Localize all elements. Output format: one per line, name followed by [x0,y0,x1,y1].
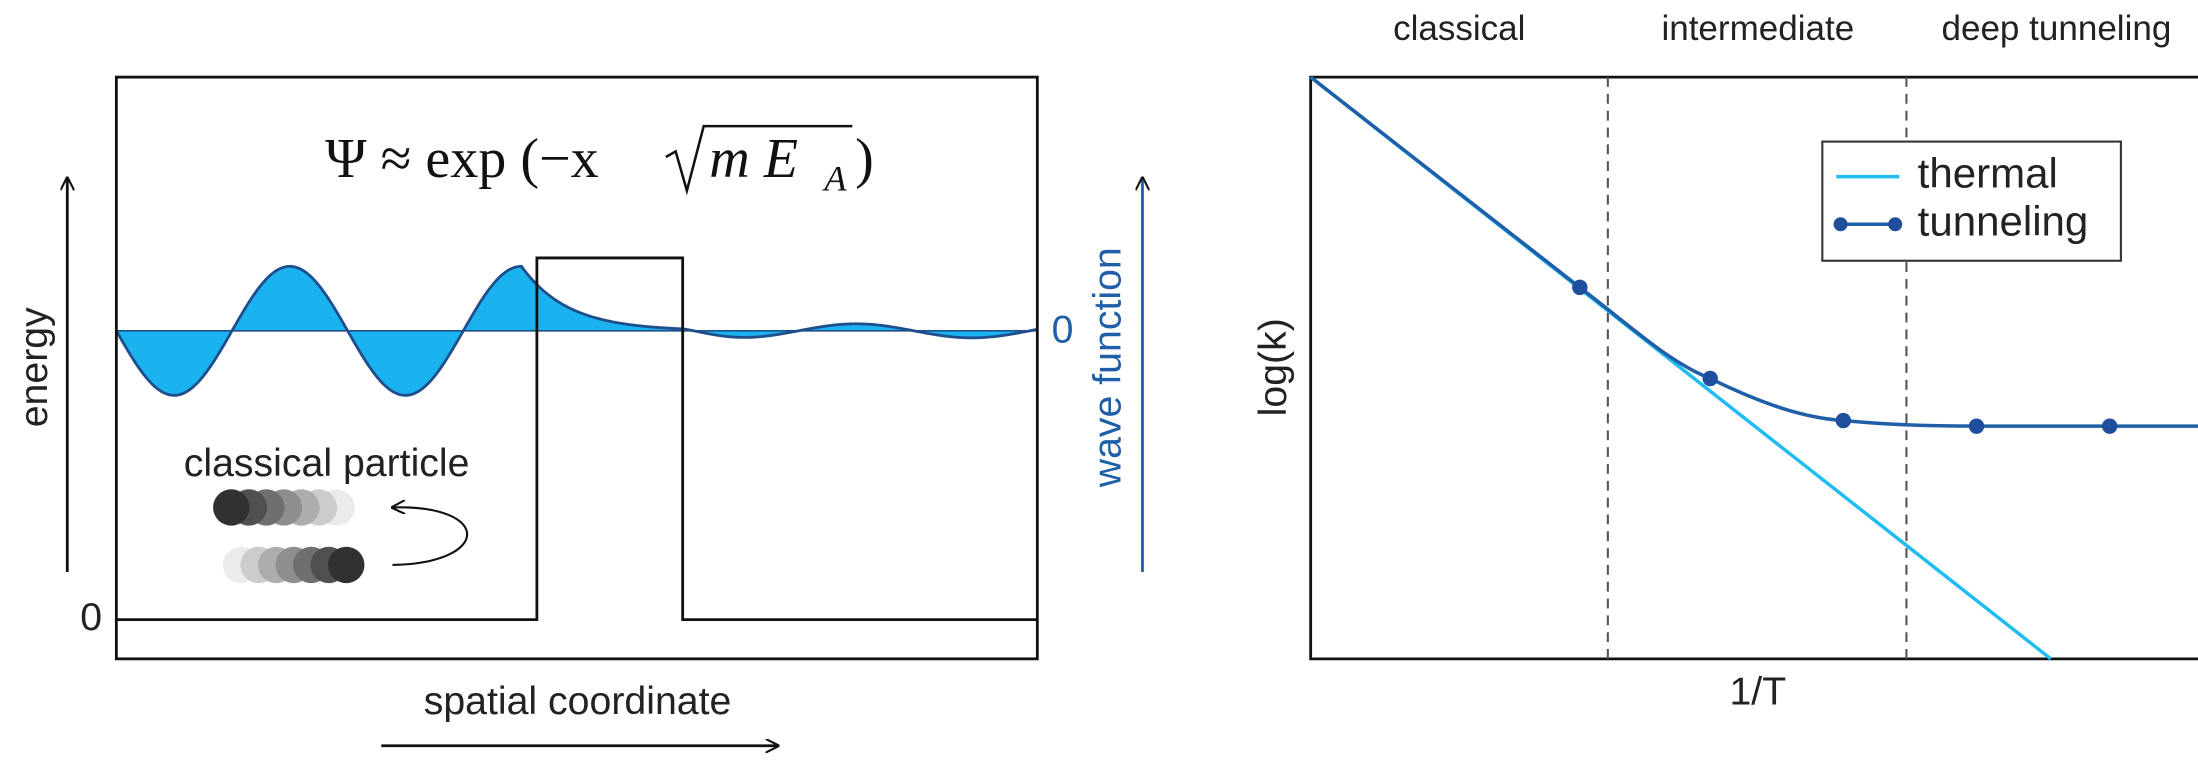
legend: thermal tunneling [1822,142,2121,261]
left-panel: Ψ ≈ exp (−x m E A ) energy 0 spatial coo… [12,77,1143,746]
particle-balls [213,489,364,583]
legend-label: tunneling [1918,197,2089,244]
x-axis-label: spatial coordinate [424,679,732,723]
y-axis-label: log(k) [1251,318,1295,416]
bounce-arrow [393,507,468,565]
wave-zero-label: 0 [1052,308,1074,352]
tunneling-point [2102,418,2117,433]
particle [328,547,364,583]
particle-label: classical particle [184,441,470,485]
region-label: deep tunneling [1941,9,2171,48]
legend-swatch [1834,217,1848,231]
region-label: intermediate [1661,9,1854,48]
tunneling-point [1702,371,1717,386]
figure: Ψ ≈ exp (−x m E A ) energy 0 spatial coo… [0,0,2198,764]
tunneling-point [1969,418,1984,433]
formula-subscript: A [822,159,847,199]
tunneling-point [1572,280,1587,295]
formula-suffix: ) [855,128,874,190]
wave-axis-label: wave function [1086,247,1130,488]
zero-label: 0 [80,595,102,639]
legend-swatch [1888,217,1902,231]
particle [213,489,249,525]
legend-label: thermal [1918,150,2058,197]
tunneling-point [1836,413,1851,428]
y-axis-label: energy [12,307,56,427]
wave-function [116,266,1037,395]
formula-radicand: m E [709,128,798,190]
right-panel: classical intermediate deep tunneling lo… [1251,9,2198,713]
region-label: classical [1393,9,1525,48]
formula-prefix: Ψ ≈ exp (−x [325,128,598,190]
x-axis-label: 1/T [1729,669,1786,713]
